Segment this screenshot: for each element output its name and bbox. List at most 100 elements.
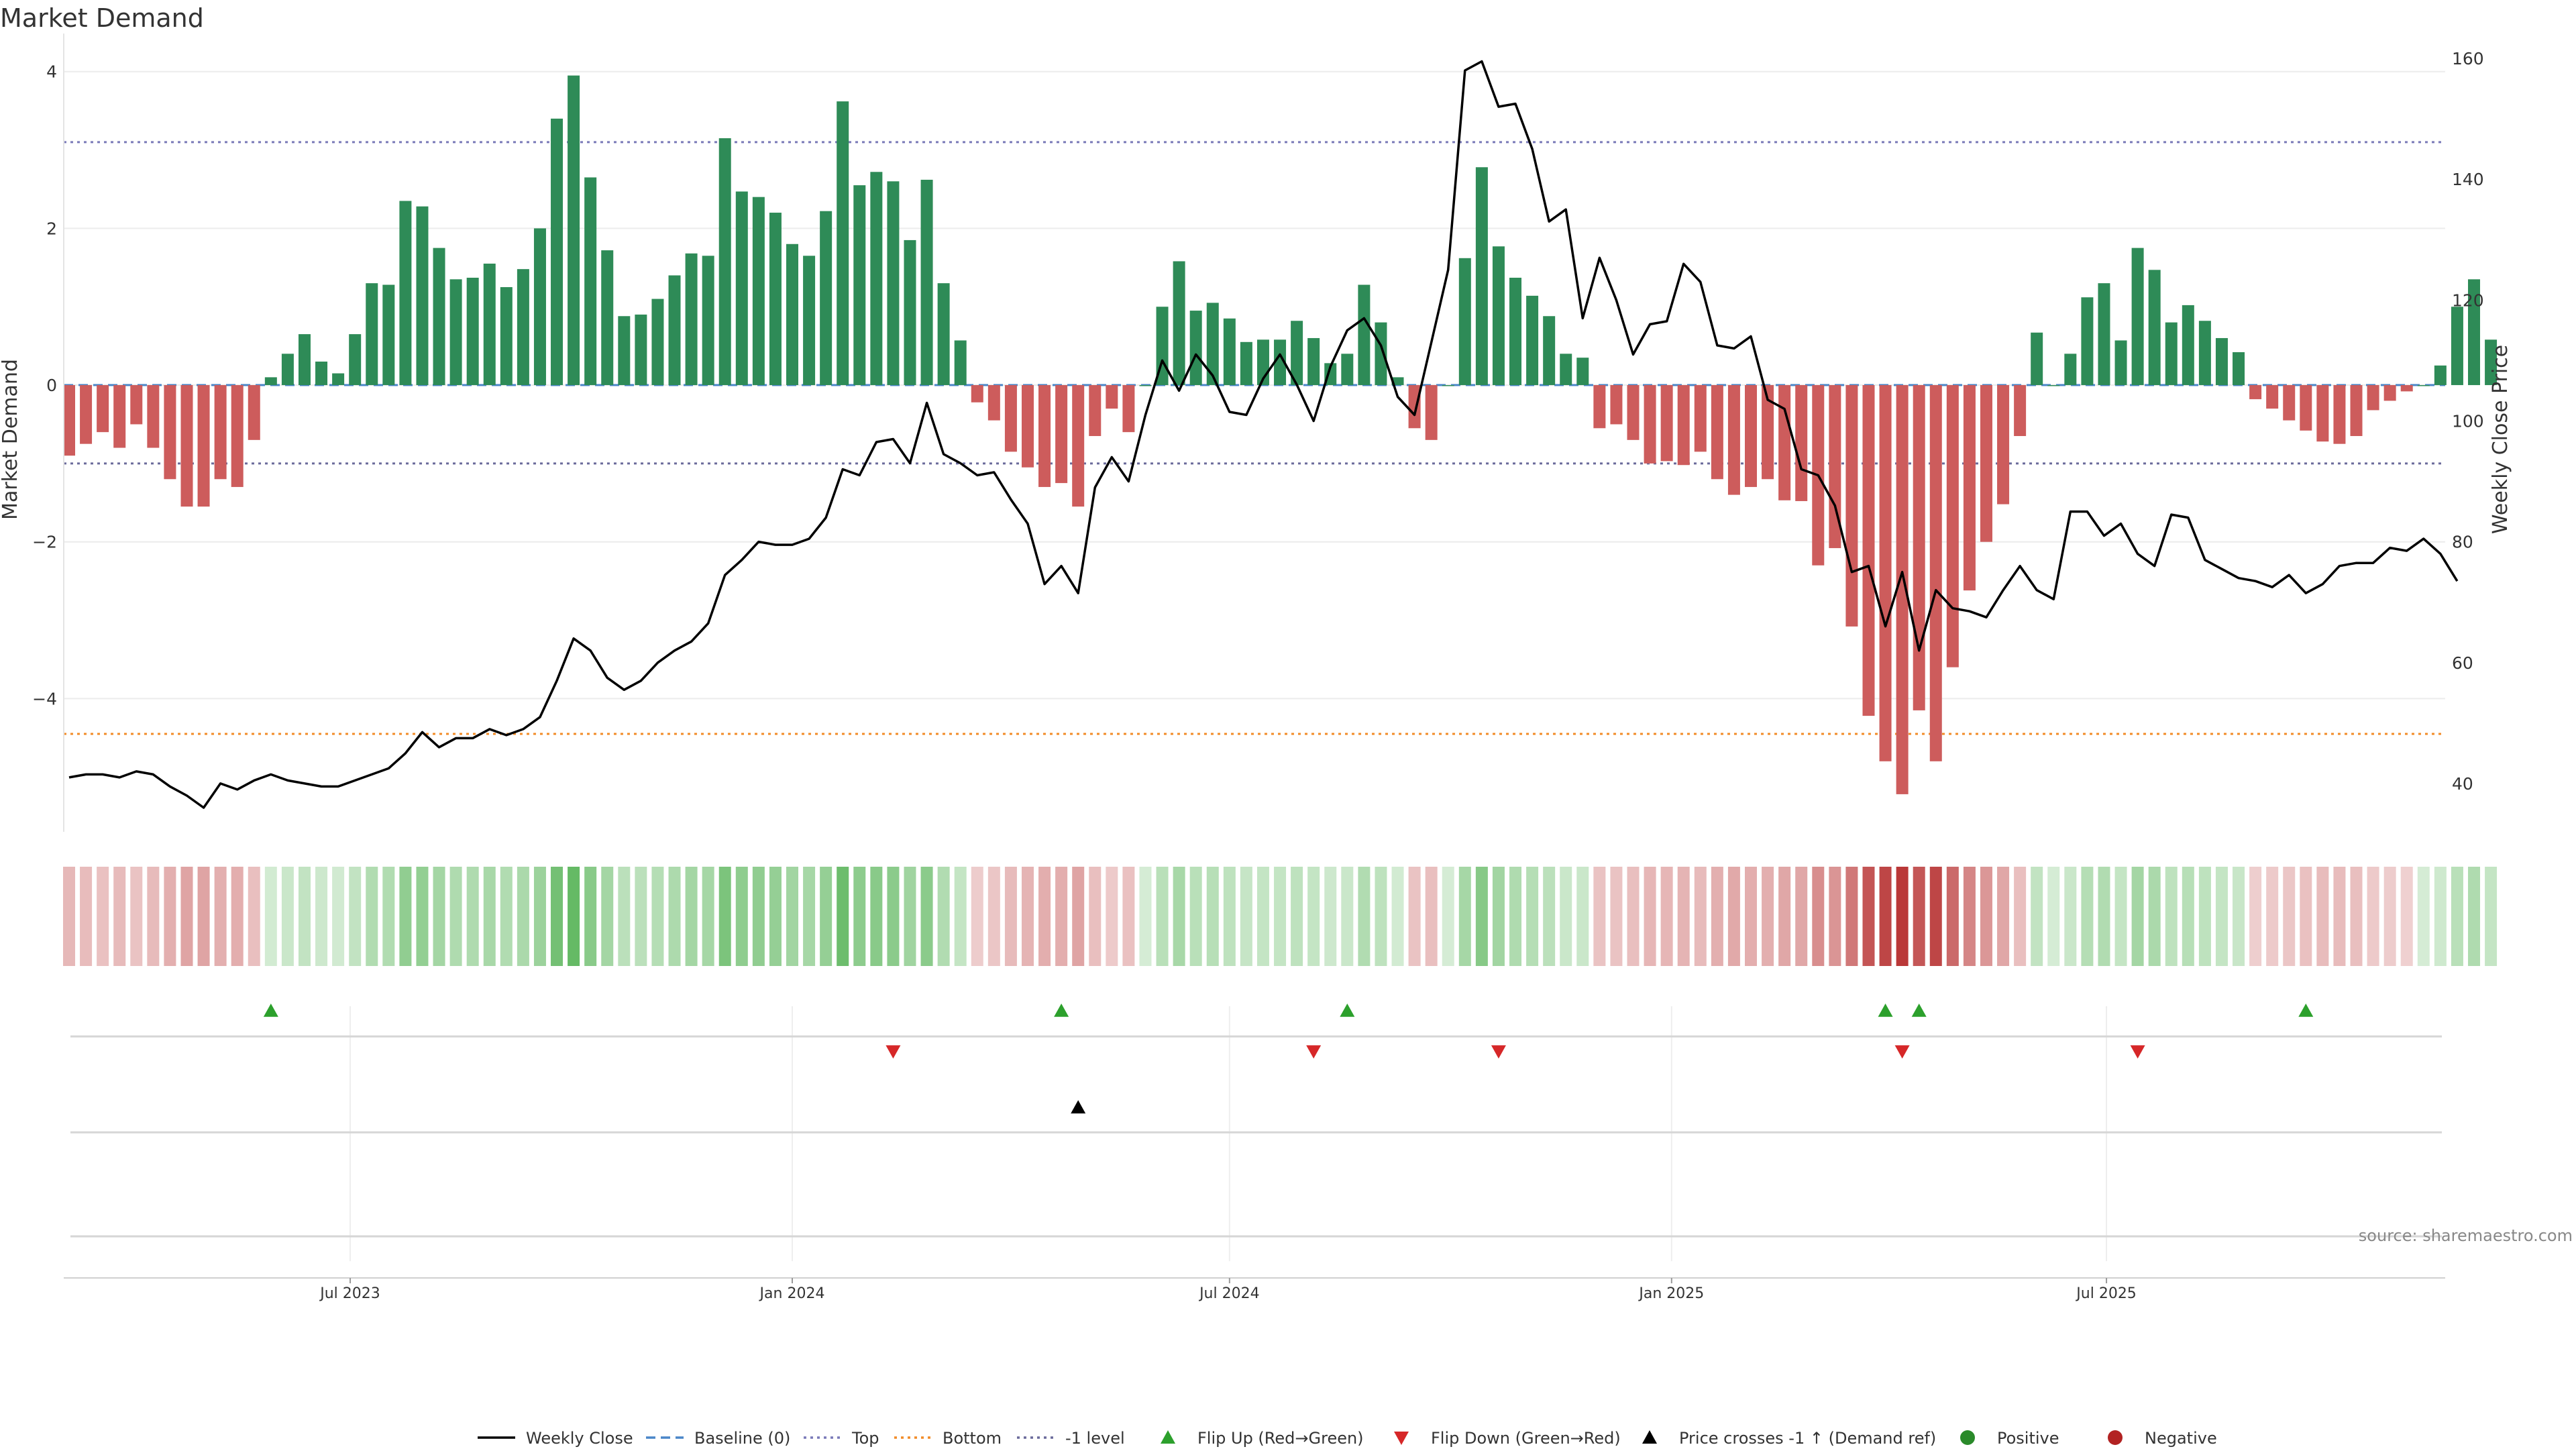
demand-bar <box>987 385 1000 421</box>
legend-item: Flip Down (Green→Red) <box>1394 1429 1621 1448</box>
y-tick-label: −4 <box>32 689 57 708</box>
heatmap-cell <box>1778 867 1791 966</box>
demand-bar <box>1240 341 1252 386</box>
flip-down-marker <box>1894 1045 1910 1059</box>
heatmap-cell <box>752 867 765 966</box>
heatmap-cell <box>1223 867 1236 966</box>
heatmap-cell <box>1375 867 1387 966</box>
axes: 4 2 0 −2 −4 160 140 120 100 80 60 40 <box>32 34 2484 832</box>
demand-bar <box>533 228 546 386</box>
heatmap-cell <box>2400 867 2413 966</box>
heatmap-cell <box>551 867 564 966</box>
x-tick-label: Jul 2023 <box>319 1285 380 1302</box>
demand-bar <box>2182 305 2194 386</box>
demand-bar <box>887 181 900 386</box>
legend-item: Flip Up (Red→Green) <box>1161 1429 1364 1448</box>
heatmap-cell <box>1576 867 1589 966</box>
demand-bar <box>1089 385 1102 436</box>
legend-item: Baseline (0) <box>646 1429 790 1448</box>
heatmap-cell <box>2182 867 2194 966</box>
demand-bar <box>1358 284 1371 386</box>
demand-bar <box>231 385 244 487</box>
heatmap-cell <box>1677 867 1690 966</box>
demand-bar <box>483 263 496 386</box>
flip-down-marker <box>1306 1045 1322 1059</box>
demand-bar <box>786 244 799 386</box>
demand-bar <box>2233 352 2245 386</box>
demand-bar <box>685 253 698 386</box>
heatmap-cell <box>1072 867 1085 966</box>
demand-bar <box>1139 385 1152 386</box>
heatmap-cell <box>2485 867 2498 966</box>
heatmap-cell <box>1156 867 1169 966</box>
heatmap-cell <box>466 867 479 966</box>
demand-bar <box>1644 385 1656 464</box>
demand-bar <box>2165 322 2178 386</box>
demand-bar <box>1072 385 1085 507</box>
heatmap-cell <box>1240 867 1252 966</box>
demand-bar <box>2300 385 2312 431</box>
legend-item: Weekly Close <box>478 1429 633 1448</box>
heatmap-cell <box>887 867 900 966</box>
demand-bar <box>197 385 210 507</box>
legend-swatch <box>1642 1430 1657 1444</box>
legend-label: Top <box>851 1429 879 1448</box>
demand-bar <box>1845 385 1858 627</box>
demand-bar <box>2081 297 2094 386</box>
x-tick-label: Jul 2024 <box>1198 1285 1260 1302</box>
demand-bar <box>2148 270 2161 386</box>
heatmap-cell <box>97 867 109 966</box>
heatmap-cell <box>2451 867 2463 966</box>
heatmap-cell <box>2367 867 2379 966</box>
heatmap-cell <box>315 867 328 966</box>
demand-bar <box>1576 358 1589 386</box>
heatmap-cell <box>231 867 244 966</box>
heatmap-strip <box>63 867 2498 966</box>
heatmap-cell <box>1106 867 1118 966</box>
heatmap-cell <box>2383 867 2396 966</box>
y2-axis-label: Weekly Close Price <box>2489 345 2512 534</box>
heatmap-cell <box>1660 867 1673 966</box>
heatmap-cell <box>1627 867 1640 966</box>
demand-bar <box>164 385 176 480</box>
heatmap-cell <box>2098 867 2110 966</box>
x-tick-label: Jan 2025 <box>1638 1285 1704 1302</box>
heatmap-cell <box>1274 867 1287 966</box>
demand-bar <box>2283 385 2296 421</box>
heatmap-cell <box>164 867 176 966</box>
demand-bar <box>248 385 260 440</box>
demand-bar <box>298 334 311 386</box>
demand-bar <box>1829 385 1841 549</box>
heatmap-cell <box>449 867 462 966</box>
heatmap-cell <box>2131 867 2144 966</box>
demand-bar <box>2333 385 2346 444</box>
heatmap-cell <box>1879 867 1892 966</box>
demand-bar <box>1526 295 1539 386</box>
flip-up-marker <box>1878 1004 1893 1017</box>
y2-tick-label: 100 <box>2452 411 2484 431</box>
demand-bar <box>1727 385 1740 495</box>
heatmap-cell <box>2114 867 2127 966</box>
heatmap-cell <box>349 867 362 966</box>
legend-item: Bottom <box>894 1429 1002 1448</box>
demand-bar <box>1206 303 1219 386</box>
heatmap-cell <box>366 867 378 966</box>
demand-bar <box>1122 385 1135 433</box>
demand-bar <box>1543 316 1556 386</box>
heatmap-cell <box>685 867 698 966</box>
heatmap-cell <box>2198 867 2211 966</box>
heatmap-cell <box>1189 867 1202 966</box>
heatmap-cell <box>113 867 126 966</box>
y-tick-label: 2 <box>46 219 57 238</box>
demand-bar <box>1442 385 1454 386</box>
demand-bar <box>1896 385 1909 794</box>
price-cross-marker <box>1071 1100 1086 1114</box>
demand-bar <box>702 256 714 386</box>
demand-bar <box>1946 385 1959 667</box>
heatmap-cell <box>2031 867 2043 966</box>
heatmap-cell <box>618 867 631 966</box>
demand-bar <box>584 177 597 386</box>
heatmap-cell <box>264 867 277 966</box>
demand-bar <box>315 362 328 386</box>
demand-bar <box>1106 385 1118 409</box>
